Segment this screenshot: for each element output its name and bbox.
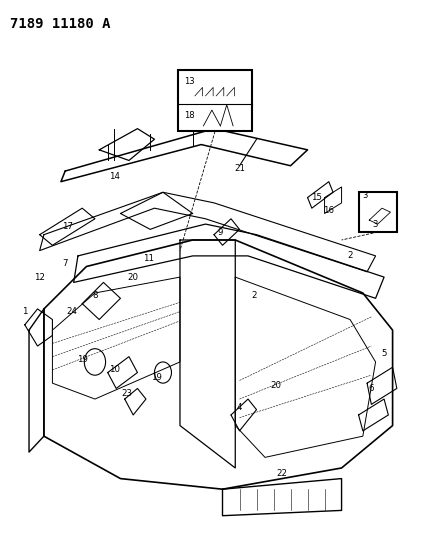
- Text: 20: 20: [128, 272, 139, 281]
- Text: 24: 24: [66, 307, 77, 316]
- Text: 22: 22: [276, 469, 288, 478]
- Text: 10: 10: [109, 366, 119, 374]
- Text: 4: 4: [237, 402, 242, 411]
- Text: 3: 3: [373, 220, 378, 229]
- Text: 19: 19: [151, 373, 162, 382]
- Text: 23: 23: [121, 389, 132, 398]
- Text: 2: 2: [252, 291, 257, 300]
- Bar: [178, 70, 252, 131]
- Bar: [359, 192, 397, 232]
- Text: 20: 20: [270, 381, 281, 390]
- Text: 17: 17: [62, 222, 73, 231]
- Text: 15: 15: [311, 193, 321, 202]
- Text: 8: 8: [92, 291, 98, 300]
- Text: 12: 12: [34, 272, 45, 281]
- Text: 2: 2: [347, 252, 353, 261]
- Text: 7: 7: [62, 260, 68, 268]
- Text: 18: 18: [184, 111, 195, 120]
- Text: 14: 14: [109, 172, 119, 181]
- Text: 13: 13: [184, 77, 195, 86]
- Text: 7189 11180 A: 7189 11180 A: [10, 17, 110, 31]
- Text: 9: 9: [218, 228, 223, 237]
- Text: 16: 16: [323, 206, 334, 215]
- Text: 19: 19: [77, 355, 88, 364]
- Text: 3: 3: [362, 191, 367, 200]
- Text: 1: 1: [22, 307, 27, 316]
- Text: 11: 11: [143, 254, 154, 263]
- Text: 6: 6: [369, 384, 374, 393]
- Text: 21: 21: [234, 164, 245, 173]
- Text: 5: 5: [381, 350, 387, 359]
